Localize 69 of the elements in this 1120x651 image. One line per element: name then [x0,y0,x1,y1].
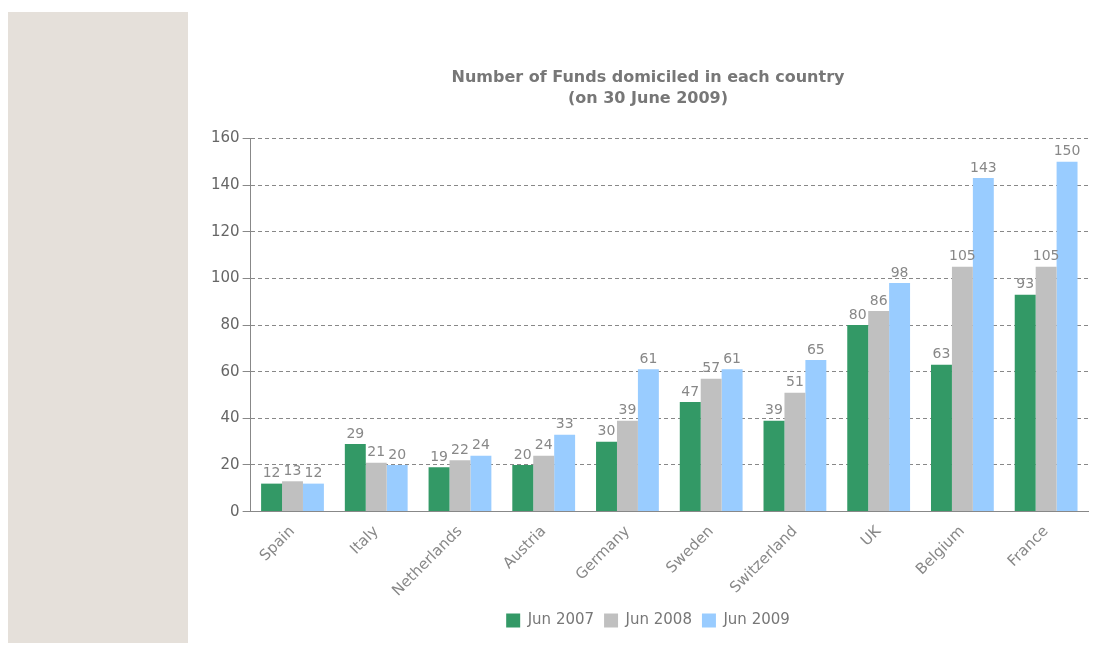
data-label: 61 [723,349,742,366]
data-label: 20 [513,445,532,462]
bar [470,455,492,512]
y-tick-label: 60 [220,361,240,380]
bar [449,460,471,512]
bar [512,464,534,512]
bar [784,392,806,512]
bar [805,360,827,512]
bar [951,266,973,512]
data-label: 98 [890,263,909,280]
data-label: 29 [346,424,365,441]
y-tick-label: 100 [210,268,240,287]
y-tick-label: 0 [230,501,240,520]
bar [721,369,743,512]
data-label: 39 [618,401,637,418]
data-label: 12 [262,464,281,481]
y-tick-label: 40 [220,408,240,427]
data-label: 143 [969,158,997,175]
bar [596,441,617,512]
data-label: 21 [367,443,386,460]
bar [616,420,638,512]
data-label: 24 [471,436,490,453]
bar [533,455,555,512]
bar [344,443,366,512]
data-label: 24 [534,436,553,453]
bar [700,378,722,512]
y-tick-label: 140 [210,174,240,193]
data-label: 63 [932,345,951,362]
bar [868,311,890,512]
bar [428,467,450,512]
legend-label: Jun 2007 [526,610,595,629]
data-label: 30 [597,422,616,439]
bar [930,364,952,512]
chart-subtitle: (on 30 June 2009) [567,87,729,107]
bar [554,434,576,512]
bar [1014,294,1036,512]
bar [1056,161,1078,512]
data-label: 47 [681,382,700,399]
legend-label: Jun 2008 [624,610,692,629]
data-label: 19 [430,447,448,464]
data-label: 13 [283,461,302,478]
y-tick-label: 160 [210,128,240,147]
bar [386,464,408,512]
bar [282,481,303,512]
y-tick-label: 80 [220,314,240,333]
bar [763,420,785,512]
y-tick-label: 120 [210,221,240,240]
data-label: 12 [304,464,323,481]
bar [1035,266,1057,512]
data-label: 20 [388,445,407,462]
data-label: 39 [765,401,783,418]
legend-label: Jun 2009 [722,610,790,629]
data-label: 150 [1053,142,1081,159]
data-label: 80 [848,305,867,322]
bar [847,325,869,512]
data-label: 86 [869,291,888,308]
bar [302,483,324,512]
data-label: 61 [639,349,658,366]
bar [679,401,701,512]
data-label: 22 [451,440,469,457]
bar [261,483,283,512]
y-tick-label: 20 [220,454,240,473]
bar [889,283,911,512]
data-label: 65 [806,340,825,357]
data-label: 51 [786,373,804,390]
chart-title: Number of Funds domiciled in each country [451,66,846,86]
bar [365,462,387,512]
x-tick-label: UK [856,521,886,550]
bar [637,369,659,512]
